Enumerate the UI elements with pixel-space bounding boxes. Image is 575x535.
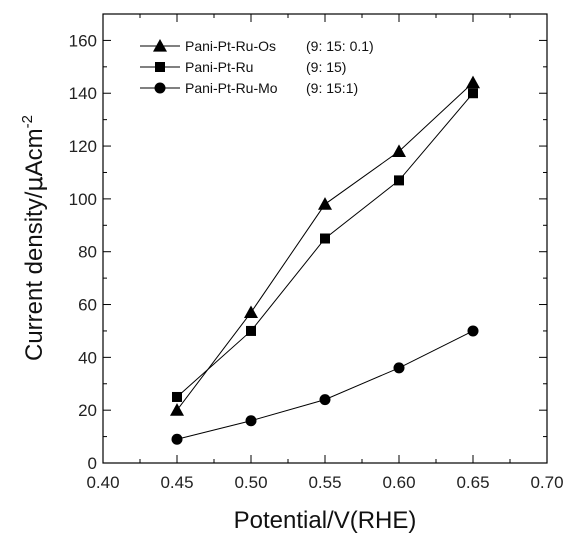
data-point-pani-pt-ru-mo xyxy=(467,325,479,337)
axis-ticks: 0.40 0.45 0.50 0.55 0.60 0.65 0.70 0 20 40 60 80 100… xyxy=(69,14,564,492)
data-point-pani-pt-ru xyxy=(468,88,478,99)
y-tick-label: 0 xyxy=(88,454,97,473)
legend: Pani-Pt-Ru-Os (9: 15: 0.1) Pani-Pt-Ru (9: 1… xyxy=(140,38,374,96)
data-point-pani-pt-ru-os xyxy=(318,197,332,210)
y-axis-title-main: Current density/ xyxy=(21,191,48,361)
y-tick-label: 40 xyxy=(78,348,97,367)
legend-label-pani-pt-ru-os: Pani-Pt-Ru-Os xyxy=(185,38,276,54)
legend-marker-pani-pt-ru xyxy=(155,62,165,72)
legend-ratio-pani-pt-ru-mo: (9: 15:1) xyxy=(306,80,358,96)
legend-marker-pani-pt-ru-os xyxy=(153,39,167,52)
y-tick-label: 60 xyxy=(78,296,97,315)
y-tick-label: 100 xyxy=(69,190,97,209)
data-point-pani-pt-ru xyxy=(246,325,256,336)
data-point-pani-pt-ru-mo xyxy=(393,362,405,374)
legend-ratio-pani-pt-ru-os: (9: 15: 0.1) xyxy=(306,38,374,54)
data-point-pani-pt-ru-os xyxy=(392,144,406,157)
y-axis-title-mu: μ xyxy=(20,176,48,191)
y-axis-title-unit: Acm xyxy=(21,128,48,176)
legend-label-pani-pt-ru: Pani-Pt-Ru xyxy=(185,59,253,75)
series-line-pani-pt-ru-mo xyxy=(176,330,474,440)
series-markers xyxy=(170,75,480,445)
y-axis-title-sup: -2 xyxy=(19,115,36,128)
x-tick-label: 0.40 xyxy=(86,473,119,492)
legend-marker-pani-pt-ru-mo xyxy=(154,82,166,94)
y-tick-label: 140 xyxy=(69,84,97,103)
y-tick-label: 20 xyxy=(78,401,97,420)
data-point-pani-pt-ru-os xyxy=(244,305,258,319)
data-point-pani-pt-ru xyxy=(320,233,330,244)
x-tick-label: 0.65 xyxy=(456,473,489,492)
legend-ratio-pani-pt-ru: (9: 15) xyxy=(306,59,346,75)
data-point-pani-pt-ru-mo xyxy=(319,394,331,406)
x-tick-label: 0.60 xyxy=(382,473,415,492)
y-tick-label: 120 xyxy=(69,137,97,156)
y-tick-label: 80 xyxy=(78,243,97,262)
data-point-pani-pt-ru-os xyxy=(170,403,184,416)
y-tick-label: 160 xyxy=(69,31,97,50)
x-axis-title: Potential/V(RHE) xyxy=(234,507,417,534)
data-point-pani-pt-ru xyxy=(172,391,182,402)
data-point-pani-pt-ru-mo xyxy=(245,415,257,427)
x-tick-label: 0.45 xyxy=(160,473,193,492)
x-tick-label: 0.50 xyxy=(234,473,267,492)
y-axis-title: Current density/μAcm-2 xyxy=(19,115,48,361)
legend-label-pani-pt-ru-mo: Pani-Pt-Ru-Mo xyxy=(185,80,278,96)
x-tick-label: 0.55 xyxy=(308,473,341,492)
series-lines xyxy=(176,82,474,440)
data-point-pani-pt-ru xyxy=(394,175,404,186)
data-point-pani-pt-ru-mo xyxy=(171,433,183,445)
x-tick-label: 0.70 xyxy=(530,473,563,492)
series-line-pani-pt-ru-os xyxy=(176,82,474,411)
data-point-pani-pt-ru-os xyxy=(466,75,480,89)
